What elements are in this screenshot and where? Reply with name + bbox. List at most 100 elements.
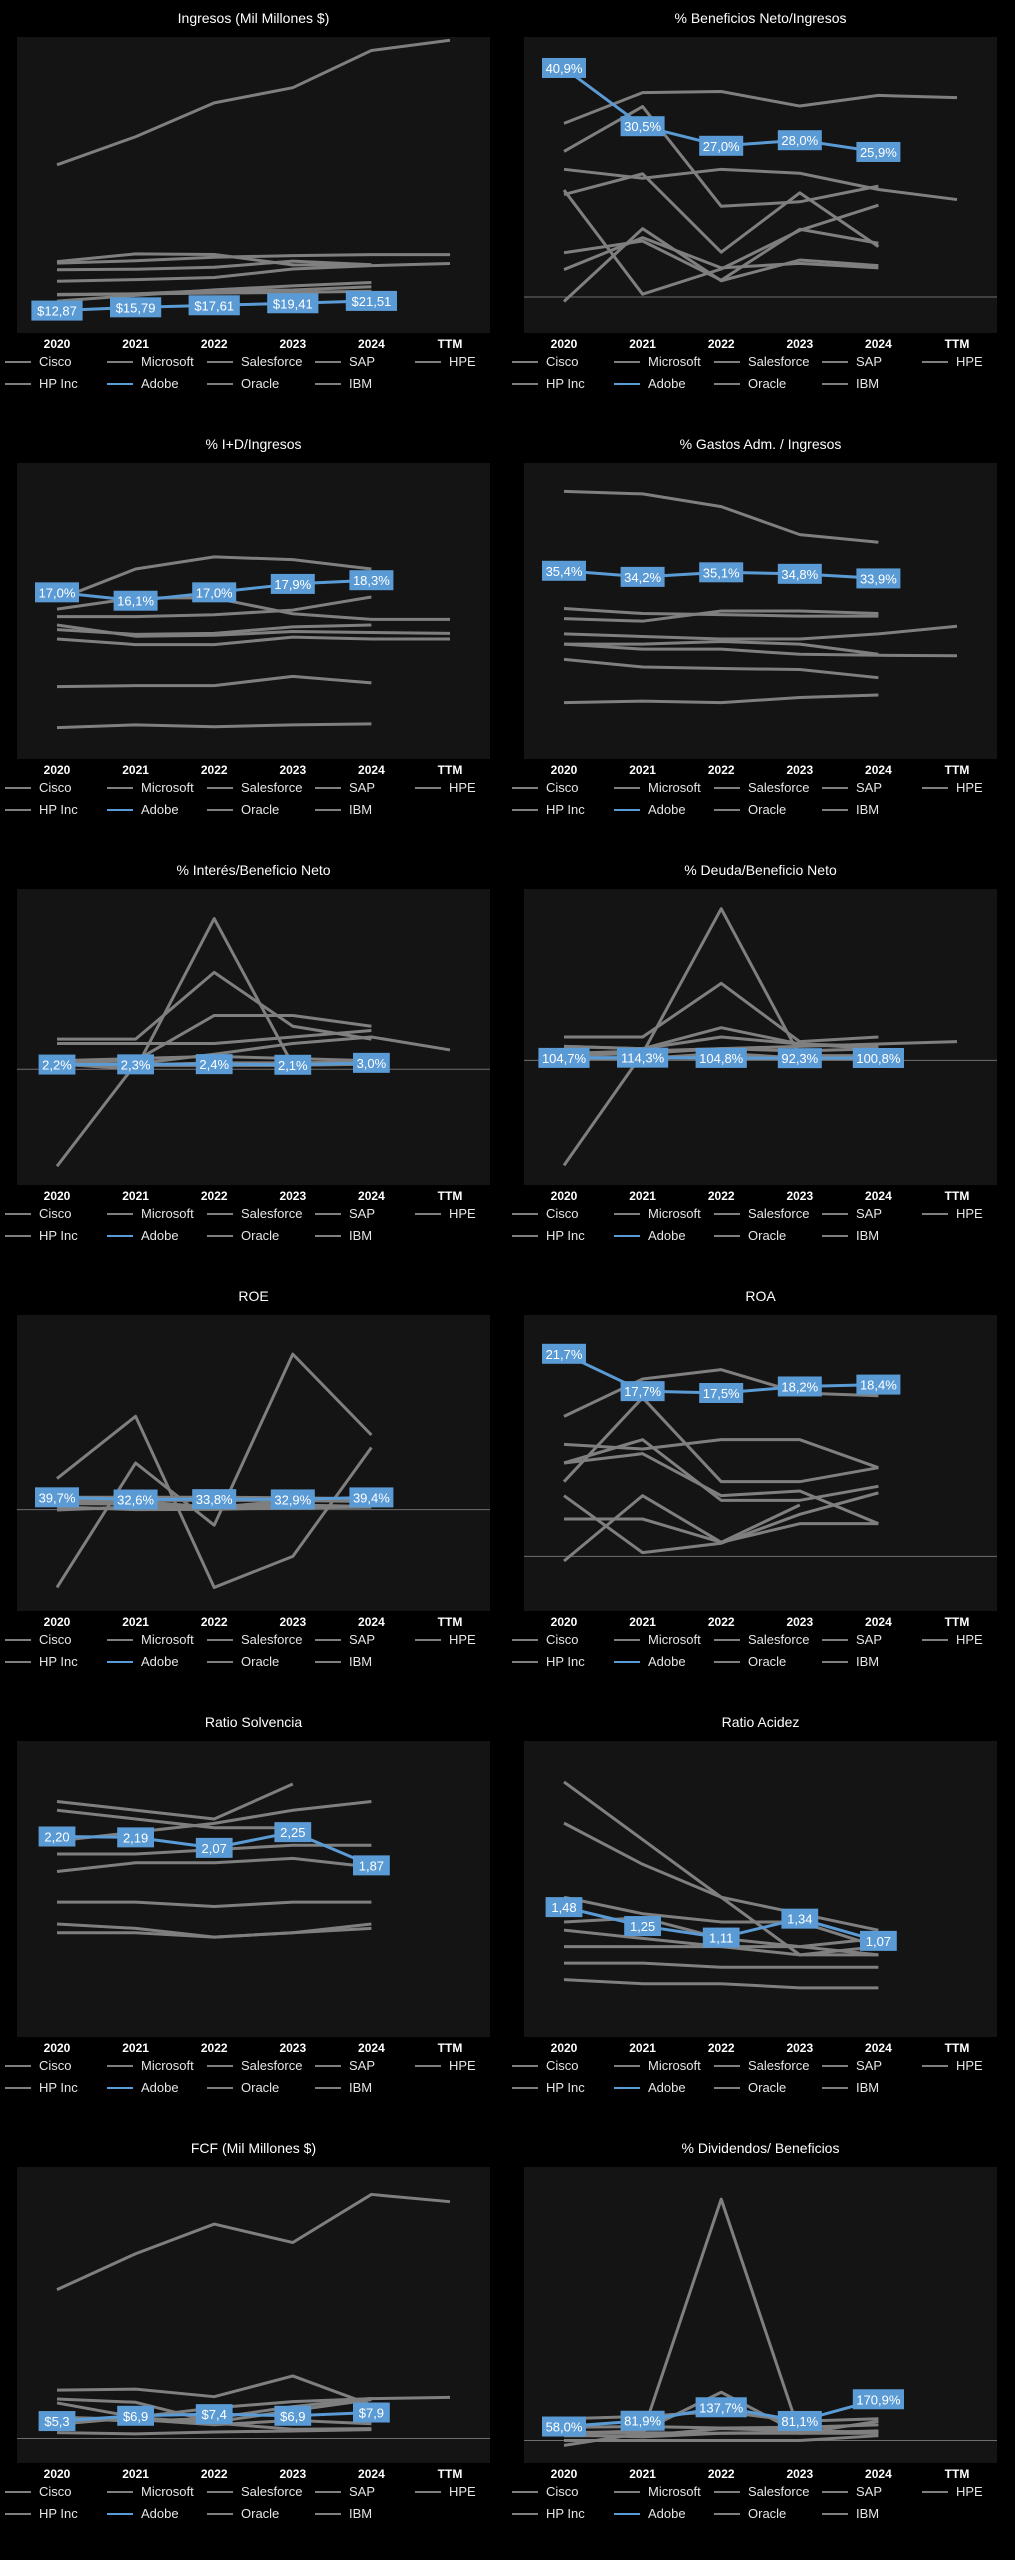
x-tick-label: 2022	[201, 337, 228, 350]
x-tick-label: 2020	[44, 337, 71, 350]
legend-label: Oracle	[748, 376, 787, 391]
svg-text:2,1%: 2,1%	[278, 1058, 308, 1073]
chart-panel-fcf-mil-millones: FCF (Mil Millones $) 2020 2021 2022 2023 2024…	[5, 2135, 502, 2557]
legend-label: Cisco	[39, 1632, 72, 1647]
svg-text:2,19: 2,19	[123, 1830, 148, 1845]
legend-swatch	[614, 1639, 640, 1641]
adobe-data-label: 30,5%	[620, 116, 665, 137]
chart-legend: Cisco Microsoft Salesforce SAP HPE HP Inc Adob…	[512, 781, 1009, 841]
legend-swatch	[512, 361, 538, 363]
svg-text:16,1%: 16,1%	[117, 594, 154, 609]
legend-label: Adobe	[141, 376, 179, 391]
legend-label: Oracle	[748, 2506, 787, 2521]
series-line-oracle	[56, 1414, 373, 1589]
x-tick-label: TTM	[438, 337, 463, 350]
legend-label: IBM	[349, 1654, 373, 1669]
x-tick-label: TTM	[945, 1189, 970, 1202]
legend-swatch	[107, 1235, 133, 1237]
legend-swatch	[822, 809, 848, 811]
legend-swatch	[822, 2065, 848, 2067]
series-line-ibm	[56, 1922, 372, 1939]
series-line-sap	[564, 981, 879, 1044]
legend-swatch	[714, 1213, 740, 1215]
x-tick-label: 2022	[708, 763, 735, 776]
chart-title: % Dividendos/ Beneficios	[682, 2140, 840, 2156]
x-tick-label: TTM	[438, 1189, 463, 1202]
legend-label: Salesforce	[748, 2484, 810, 2499]
series-line-hp-inc	[56, 722, 372, 730]
adobe-data-label: 32,6%	[113, 1489, 158, 1510]
legend-swatch	[714, 1639, 740, 1641]
legend-label: Salesforce	[748, 780, 810, 795]
legend-swatch	[5, 1213, 31, 1215]
legend-label: HP Inc	[39, 2506, 78, 2521]
legend-label: Cisco	[39, 1206, 72, 1221]
chart-title: % Beneficios Neto/Ingresos	[675, 10, 847, 26]
x-tick-label: 2024	[865, 337, 892, 350]
series-line-hp-inc	[56, 252, 372, 267]
legend-label: HP Inc	[546, 376, 585, 391]
legend-swatch	[512, 1213, 538, 1215]
x-tick-label: 2024	[865, 1189, 892, 1202]
svg-text:35,4%: 35,4%	[546, 564, 583, 579]
x-tick-label: 2020	[44, 1615, 71, 1628]
legend-swatch	[315, 1235, 341, 1237]
legend-swatch	[714, 2491, 740, 2493]
legend-label: SAP	[349, 780, 376, 795]
legend-swatch	[107, 2513, 133, 2515]
legend-label: HPE	[449, 1206, 476, 1221]
svg-text:40,9%: 40,9%	[546, 61, 583, 76]
svg-text:1,07: 1,07	[866, 1934, 891, 1949]
legend-swatch	[207, 1639, 233, 1641]
adobe-data-label: 17,0%	[192, 582, 237, 603]
legend-label: SAP	[856, 2484, 883, 2499]
legend-label: HPE	[956, 780, 983, 795]
series-line-hp-inc	[55, 1352, 373, 1589]
legend-swatch	[315, 1639, 341, 1641]
series-line-sap	[563, 606, 879, 618]
series-line-salesforce	[563, 907, 879, 1058]
series-line-hp-inc	[563, 1978, 879, 1990]
chart-svg: ROA 2020 2021 2022 2023 2024 TTM 21,7% 17,7% 17,5…	[524, 1288, 997, 1628]
chart-title: Ratio Solvencia	[205, 1714, 302, 1730]
series-line-hpe	[56, 674, 372, 689]
x-tick-label: 2024	[358, 1615, 385, 1628]
legend-label: SAP	[349, 1206, 376, 1221]
x-tick-label: TTM	[945, 763, 970, 776]
legend-label: SAP	[349, 2058, 376, 2073]
legend-swatch	[207, 2491, 233, 2493]
adobe-data-label: $7,4	[195, 2404, 233, 2425]
legend-label: Oracle	[748, 802, 787, 817]
x-tick-label: 2020	[44, 763, 71, 776]
series-line-hpe	[563, 642, 958, 658]
legend-swatch	[415, 361, 441, 363]
legend-swatch	[207, 2065, 233, 2067]
chart-svg: % Interés/Beneficio Neto 2020 2021 2022 2023…	[17, 862, 490, 1202]
legend-swatch	[714, 2087, 740, 2089]
svg-text:$15,79: $15,79	[116, 300, 156, 315]
legend-swatch	[5, 2491, 31, 2493]
chart-svg: % Beneficios Neto/Ingresos 2020 2021 2022 20…	[524, 10, 997, 350]
series-line-microsoft	[563, 1368, 879, 1418]
legend-swatch	[714, 809, 740, 811]
legend-label: Oracle	[748, 1228, 787, 1243]
legend-label: Salesforce	[748, 1206, 810, 1221]
legend-swatch	[315, 1213, 341, 1215]
legend-swatch	[922, 1639, 948, 1641]
adobe-data-label: $21,51	[345, 290, 397, 311]
x-tick-label: TTM	[945, 1615, 970, 1628]
svg-text:2,4%: 2,4%	[199, 1057, 229, 1072]
x-tick-label: 2023	[279, 2467, 306, 2480]
chart-legend: Cisco Microsoft Salesforce SAP HPE HP Inc Adob…	[5, 2485, 502, 2545]
svg-text:92,3%: 92,3%	[781, 1051, 818, 1066]
legend-swatch	[5, 787, 31, 789]
series-line-ibm	[564, 1503, 801, 1544]
legend-swatch	[714, 361, 740, 363]
legend-swatch	[512, 2087, 538, 2089]
x-tick-label: 2020	[551, 2041, 578, 2054]
chart-title: ROE	[238, 1288, 268, 1304]
legend-label: IBM	[349, 2080, 373, 2095]
legend-label: HPE	[449, 354, 476, 369]
plot-area	[17, 37, 490, 333]
legend-label: Microsoft	[648, 1632, 701, 1647]
